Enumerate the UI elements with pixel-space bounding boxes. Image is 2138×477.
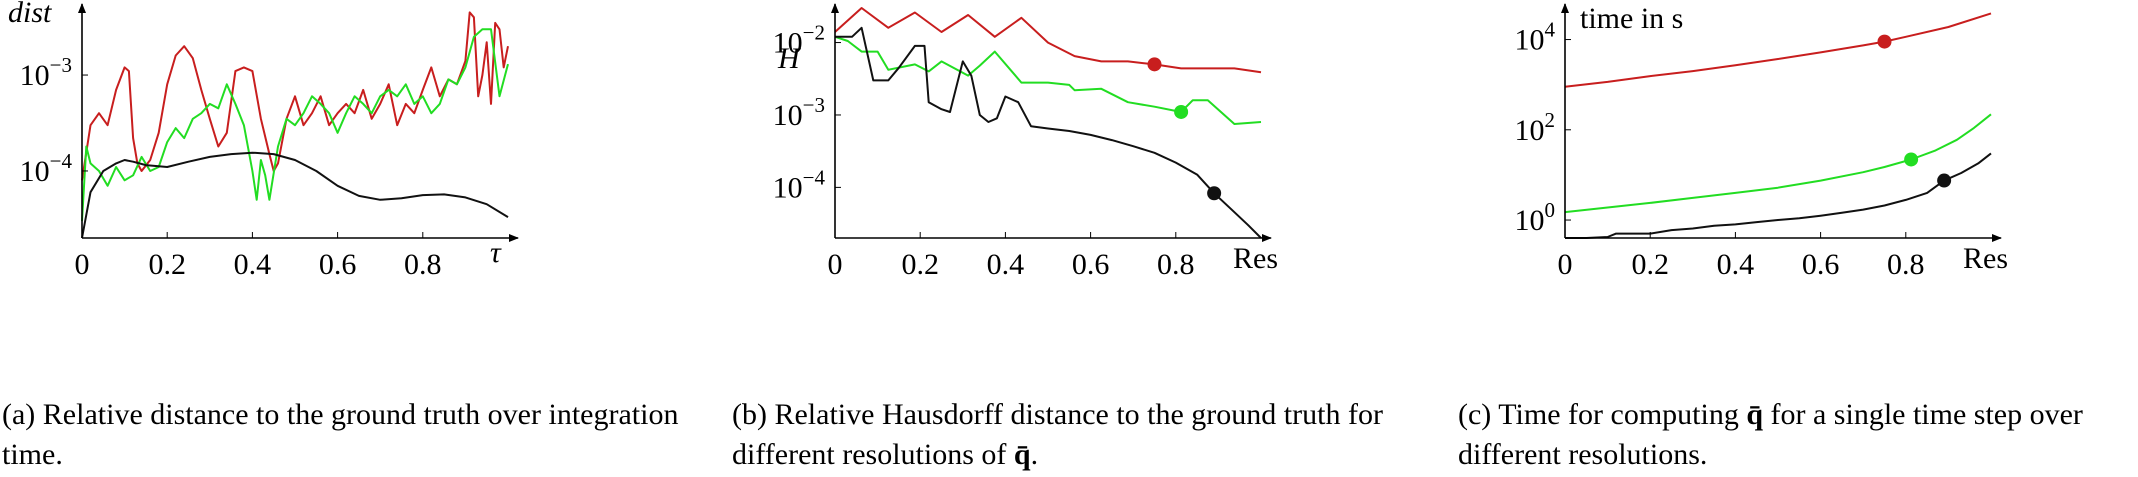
- chart-a-x-tick-label: 0: [75, 248, 90, 281]
- chart-b-x-tick-label: 0: [828, 248, 843, 281]
- chart-b-marker-black: [1207, 186, 1222, 201]
- caption-c-end: for a single time step over different re…: [1458, 398, 2083, 471]
- chart-c-series-red: [1564, 12, 1992, 88]
- caption-b-symbol: q̄̄: [1013, 438, 1031, 471]
- chart-a-x-axis-label: τ: [490, 236, 502, 269]
- chart-c-x-tick-label: 0.8: [1887, 248, 1925, 281]
- chart-c-series-black: [1565, 152, 1992, 239]
- chart-a-x-tick-label: 0.8: [404, 248, 442, 281]
- caption-b: (b) Relative Hausdorff distance to the g…: [732, 395, 1422, 475]
- chart-b-x-tick-label: 0.6: [1072, 248, 1110, 281]
- caption-a: (a) Relative distance to the ground trut…: [2, 395, 702, 475]
- chart-c-series-green: [1564, 113, 1992, 214]
- chart-c-x-tick-label: 0.6: [1802, 248, 1840, 281]
- caption-a-label: (a): [2, 398, 36, 431]
- caption-c-text: Time for computing: [1498, 398, 1739, 431]
- caption-c: (c) Time for computing q̄̄ for a single …: [1458, 395, 2138, 475]
- chart-a-x-tick-label: 0.2: [148, 248, 186, 281]
- chart-c-y-axis-label: time in s: [1580, 2, 1683, 35]
- chart-a-y-tick-label: 10−3: [20, 53, 72, 92]
- caption-c-symbol: q̄̄: [1746, 398, 1764, 431]
- chart-b-plot: 0 0.2 0.4 0.6 0.8 10−4 10−3 10−2H Res: [773, 3, 1278, 281]
- chart-b-x-tick-label: 0.8: [1157, 248, 1195, 281]
- chart-c-y-tick-label: 102: [1515, 108, 1556, 147]
- chart-c-x-tick-label: 0.2: [1631, 248, 1669, 281]
- chart-b-x-tick-label: 0.2: [901, 248, 939, 281]
- chart-b-x-tick-label: 0.4: [987, 248, 1025, 281]
- chart-b-y-tick-label: 10−4: [773, 165, 826, 204]
- caption-c-label: (c): [1458, 398, 1492, 431]
- chart-b-series-green: [834, 35, 1262, 125]
- chart-b-series-black: [835, 26, 1262, 239]
- chart-a-y-tick-label: 10−4: [20, 149, 73, 188]
- chart-c-x-tick-label: 0: [1558, 248, 1573, 281]
- chart-a-x-tick-label: 0.4: [234, 248, 272, 281]
- chart-c-x-tick-label: 0.4: [1717, 248, 1755, 281]
- chart-a-y-axis-label: dist: [8, 0, 52, 29]
- chart-c-marker-black: [1937, 173, 1952, 188]
- chart-b-series-red: [834, 7, 1262, 74]
- chart-a-series-green: [81, 28, 509, 222]
- caption-a-text: Relative distance to the ground truth ov…: [2, 398, 679, 471]
- chart-b-marker-red: [1147, 57, 1162, 72]
- chart-b-y-tick-label: 10−3: [773, 93, 825, 132]
- caption-b-end: .: [1030, 438, 1039, 471]
- chart-panel-c: 0 0.2 0.4 0.6 0.8 100 102 104 time in s Res (c) T…: [1428, 0, 2138, 477]
- chart-a-x-tick-label: 0.6: [319, 248, 357, 281]
- chart-a-plot: 0 0.2 0.4 0.6 0.8 10−4 10−3 dist τ: [8, 0, 519, 281]
- chart-c-marker-red: [1877, 34, 1892, 49]
- chart-panel-a: 0 0.2 0.4 0.6 0.8 10−4 10−3 dist τ (a) Relative …: [0, 0, 710, 477]
- chart-b-y-axis-label: H: [777, 42, 802, 75]
- chart-panel-b: 0 0.2 0.4 0.6 0.8 10−4 10−3 10−2 H Res (b) Relati…: [718, 0, 1428, 477]
- chart-c-y-tick-label: 104: [1515, 18, 1556, 57]
- caption-b-text: Relative Hausdorff distance to the groun…: [732, 398, 1383, 471]
- chart-c-x-axis-label: Res: [1963, 242, 2008, 275]
- chart-b-x-axis-label: Res: [1233, 242, 1278, 275]
- chart-a-series-black: [81, 151, 509, 239]
- chart-c-y-tick-label: 100: [1515, 198, 1556, 237]
- chart-b-marker-green: [1174, 104, 1189, 119]
- chart-a-series-red: [81, 11, 509, 181]
- chart-b-y-tick-label: 10−2: [773, 21, 825, 60]
- chart-c-plot: 0 0.2 0.4 0.6 0.8 100 102 104 time in s Res: [1515, 2, 2009, 281]
- caption-b-label: (b): [732, 398, 767, 431]
- chart-c-marker-green: [1904, 152, 1919, 167]
